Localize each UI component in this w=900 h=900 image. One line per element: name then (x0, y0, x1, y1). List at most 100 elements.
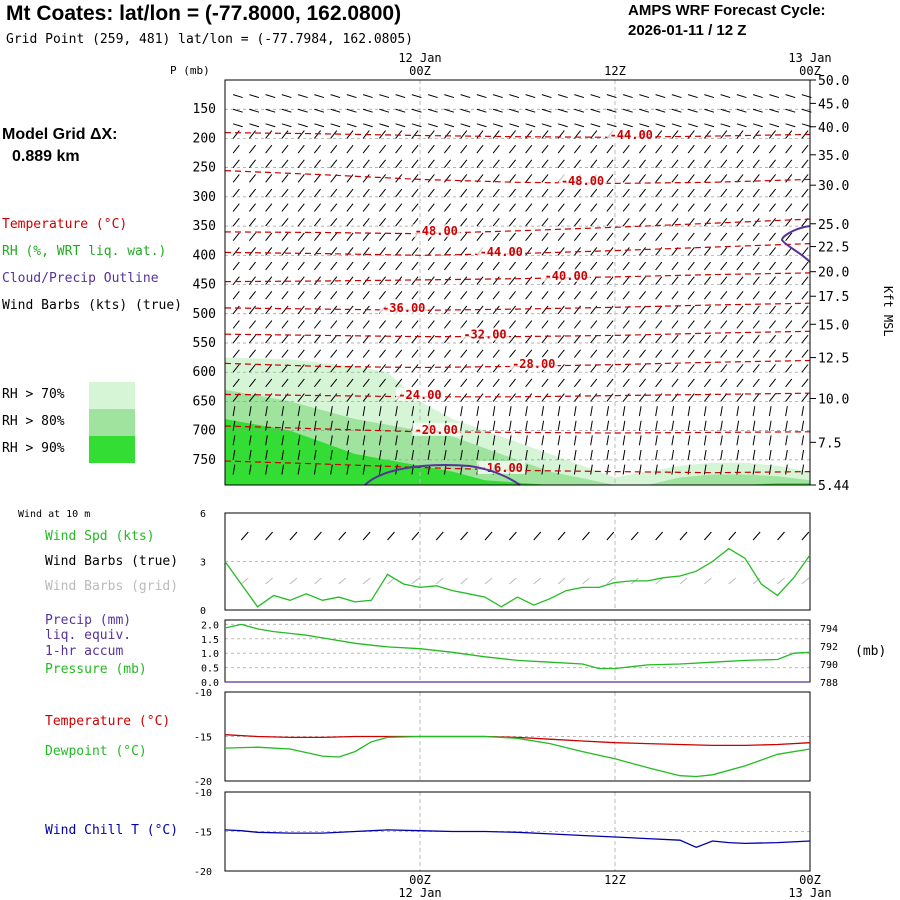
wind-barb (378, 217, 386, 227)
wind-barb (541, 123, 552, 128)
wind-barb-grid (460, 577, 468, 585)
wind-barb (460, 123, 471, 128)
wind-barb (671, 435, 675, 446)
wind-barb (671, 217, 679, 227)
wind-barb-grid (314, 577, 322, 585)
wind-barb (443, 203, 451, 212)
wind-barb (314, 123, 325, 128)
wind-barb (785, 144, 793, 154)
wind-barb (249, 94, 260, 99)
wind-barb (443, 130, 451, 139)
wind-barb-true (265, 531, 274, 541)
wind-barb (313, 420, 317, 431)
wind-barb (492, 188, 500, 198)
wind-barb (378, 393, 386, 402)
wind-barb (557, 203, 565, 212)
wind-barb (557, 406, 561, 417)
wind-barb (395, 217, 403, 227)
wind-barb (476, 291, 484, 300)
wind-speed-line (224, 547, 811, 608)
wind-barb (785, 393, 793, 402)
bottom-time-label: 00Z (799, 873, 821, 887)
wind-barb (720, 203, 728, 212)
wind-barb (768, 232, 776, 242)
wind-barb (330, 232, 338, 242)
contour-label-bg (461, 327, 509, 341)
wind-barb (671, 320, 679, 329)
wind-barb (573, 291, 581, 300)
wind-barb (606, 435, 610, 446)
wind-barb (508, 449, 512, 460)
wind-barb (541, 464, 545, 475)
wind-barb (622, 261, 630, 271)
wind-barb (378, 449, 382, 460)
wind-barb (248, 144, 256, 154)
wind-barb (785, 449, 788, 460)
wind-barb (346, 349, 354, 358)
wind-barb (606, 261, 614, 271)
wind-barb (752, 449, 756, 460)
wind-barb (736, 349, 744, 358)
wind-barb (525, 420, 528, 431)
contour-label-bg (509, 357, 558, 371)
wind-barb (395, 349, 403, 358)
wind-barb (590, 464, 593, 475)
wind-barb (557, 144, 565, 154)
wind-barb (427, 334, 435, 344)
wind-barb (362, 320, 370, 329)
wind-barb (232, 378, 240, 388)
temperature-tick-label: -15 (194, 733, 212, 744)
wind-barb (443, 276, 451, 285)
wind-barb (622, 320, 630, 329)
wind-barb (768, 291, 776, 300)
wind-barb (443, 159, 451, 168)
wind-barb (395, 364, 403, 373)
wind-barb (525, 217, 533, 227)
temperature-contour (224, 392, 811, 398)
wind-barb (330, 188, 338, 198)
wind-barb (330, 435, 333, 446)
wind-barb (606, 203, 614, 212)
wind-barb (720, 378, 728, 388)
wind-barb (525, 203, 533, 212)
wind-barb-true (435, 531, 444, 541)
wind-barb (297, 449, 301, 460)
wind-barb (313, 406, 317, 417)
wind-barb (687, 123, 698, 128)
wind-barb (541, 159, 549, 168)
wind-barb (460, 393, 468, 402)
temperature-contours: -44.00 -48.00 -48.00 -44.00 -40.00 -36.00 -32.… (224, 128, 811, 475)
wind-barb (281, 188, 289, 198)
wind-barb (622, 378, 630, 388)
wind-barb (801, 449, 805, 460)
wind-barb (395, 188, 403, 198)
wind-barb (752, 435, 756, 446)
wind-barb-true (801, 531, 810, 541)
wind-barb (573, 159, 581, 168)
wind-barb (297, 320, 305, 329)
wind-barb (411, 261, 419, 271)
wind-barb (427, 261, 435, 271)
wind-barb (232, 108, 243, 113)
wind-barb (525, 232, 533, 242)
wind-barb (248, 334, 256, 344)
wind-barb (297, 276, 305, 285)
wind-barb (313, 334, 321, 344)
wind-barb (606, 232, 614, 242)
wind-barb (801, 435, 805, 446)
wind-barb (720, 130, 728, 139)
wind-barb (460, 159, 468, 168)
wind-barb (785, 247, 793, 256)
wind-barb (314, 108, 325, 113)
wind-barb (508, 232, 516, 242)
wind-barb (638, 188, 646, 198)
wind-barb (443, 144, 451, 154)
wind-barb (476, 393, 484, 402)
wind-barb (557, 420, 561, 431)
wind-barb (395, 203, 403, 212)
wind-barb (330, 449, 333, 460)
wind-barb (801, 174, 809, 183)
wind-barb (525, 174, 533, 183)
wind-barb (297, 406, 301, 417)
wind-barb (768, 305, 776, 315)
